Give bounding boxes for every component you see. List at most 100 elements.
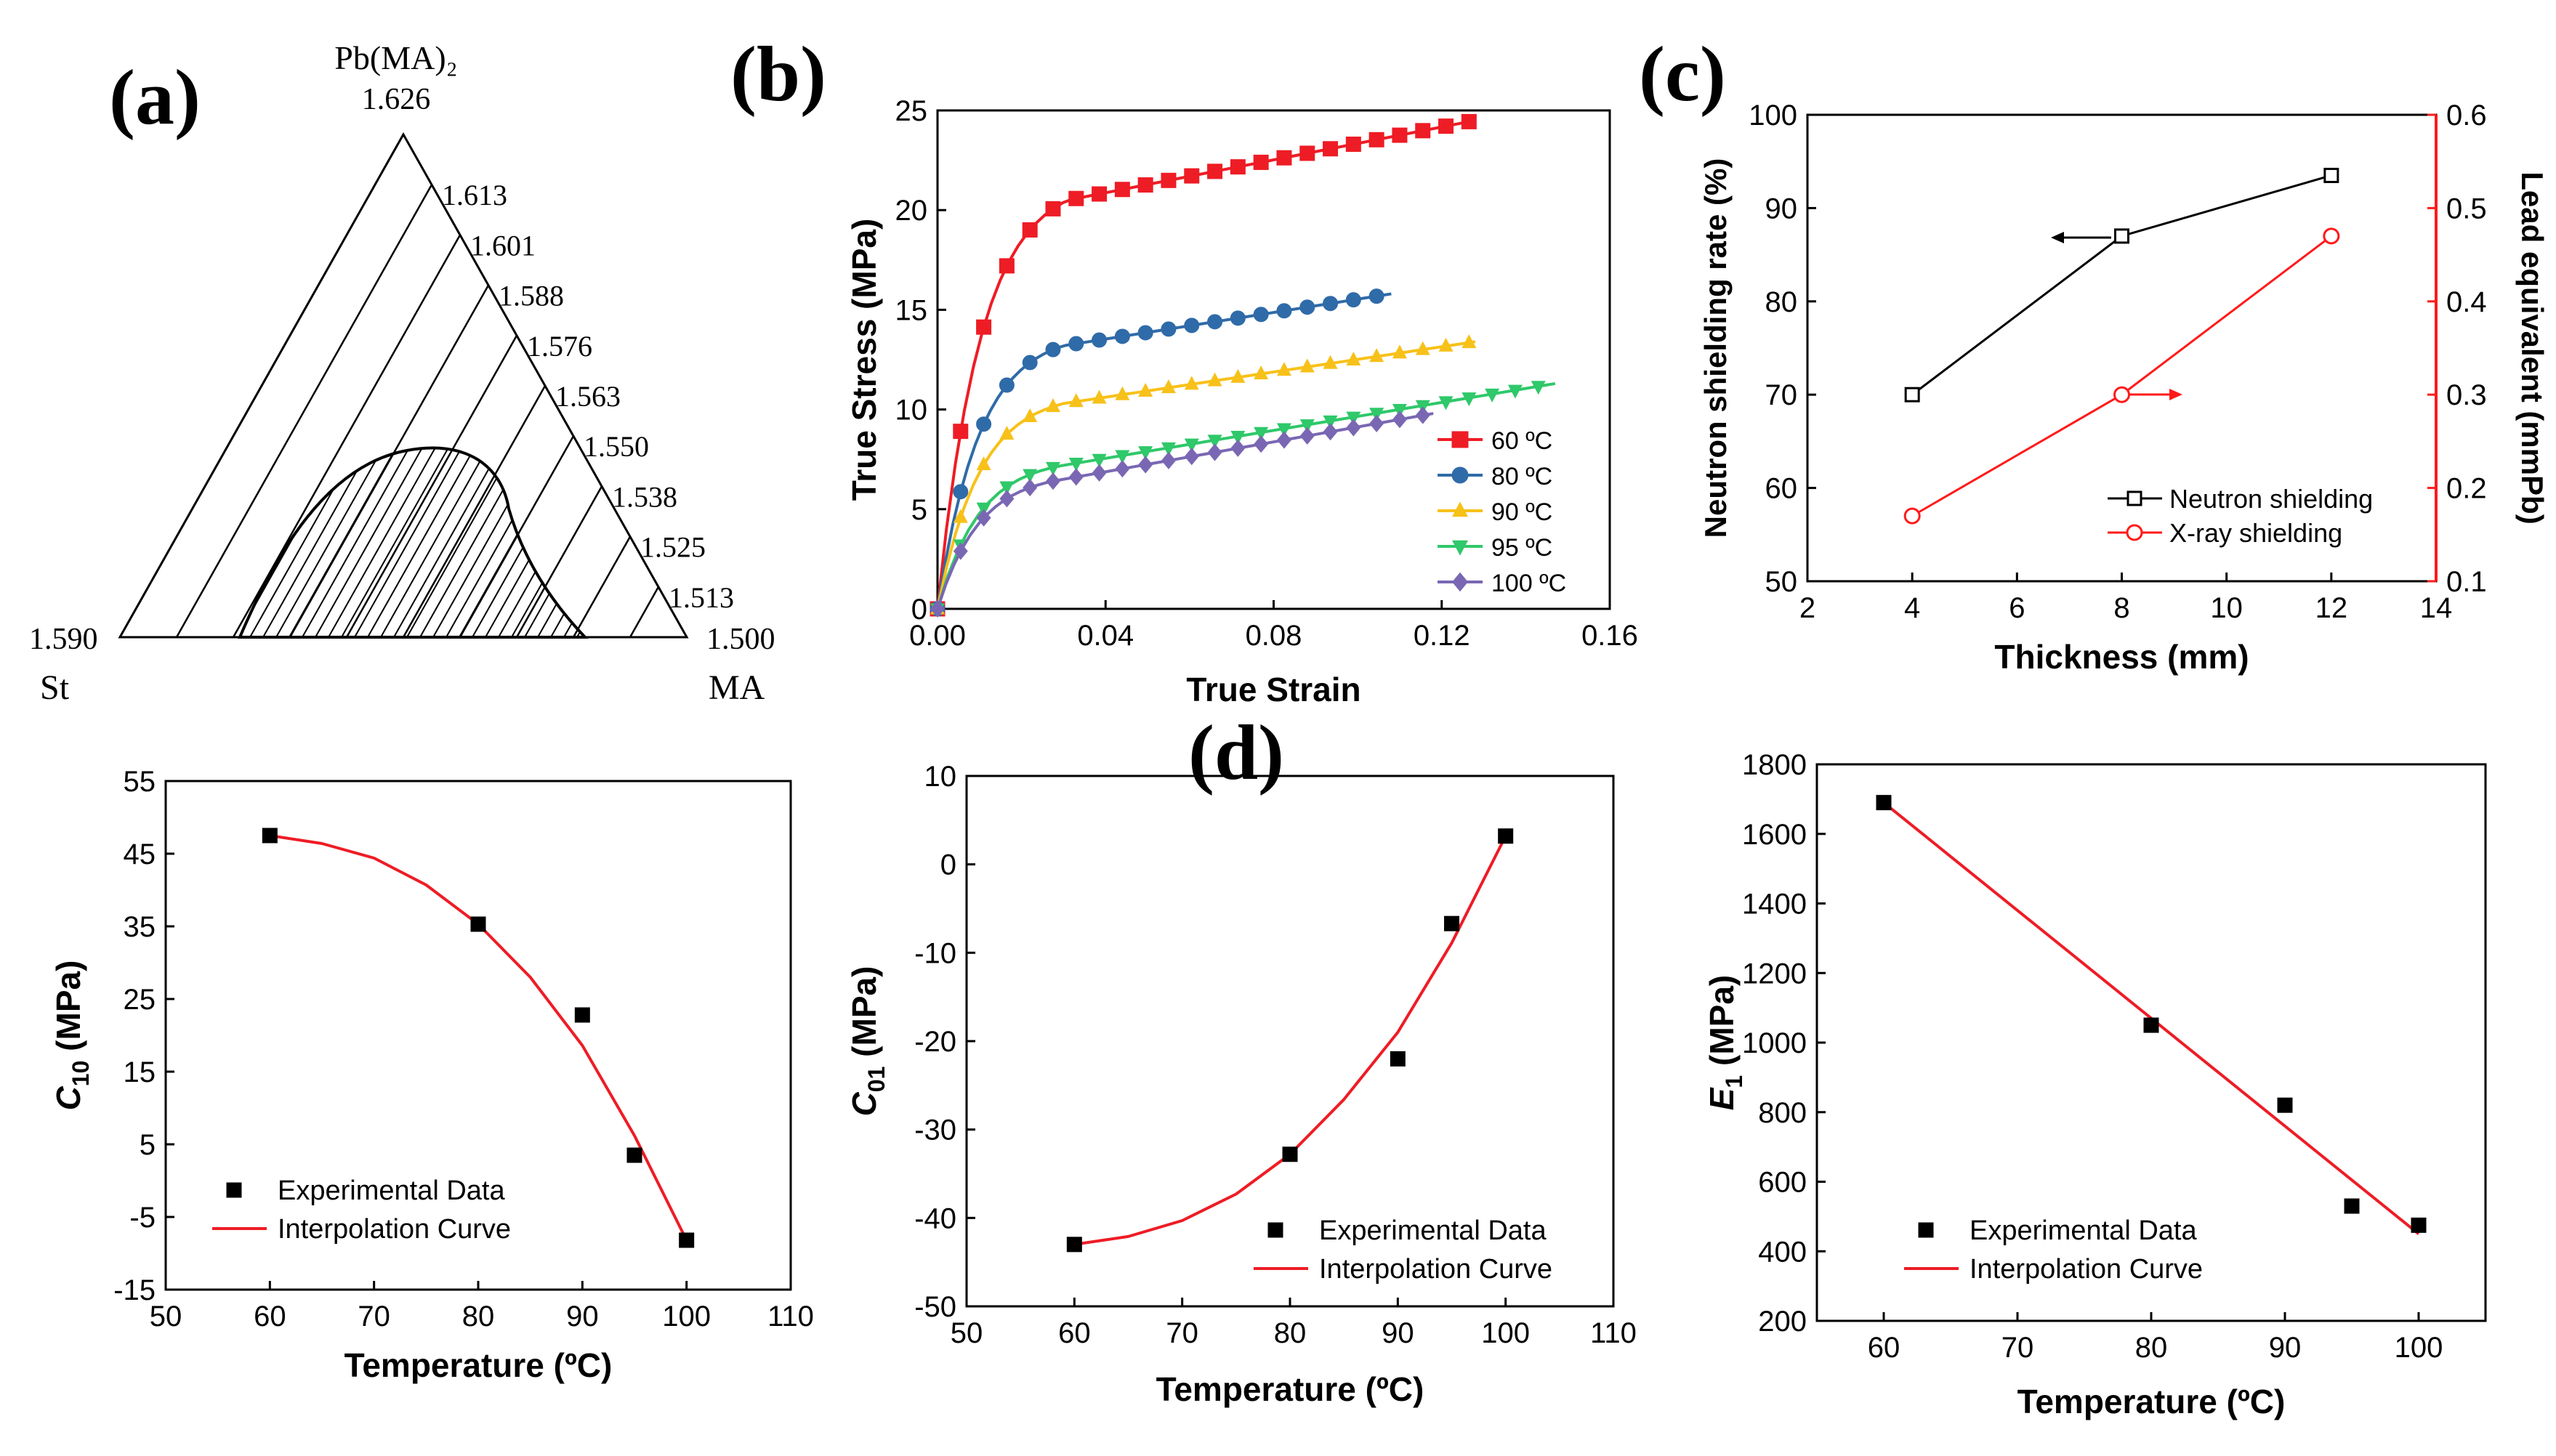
data-point	[1207, 443, 1222, 461]
data-point	[2323, 167, 2339, 183]
legend-label: Experimental Data	[1319, 1216, 1547, 1246]
data-point	[1092, 464, 1107, 482]
data-point	[1323, 141, 1339, 157]
hatch-line	[393, 448, 585, 637]
x-tick-label: 70	[358, 1301, 390, 1332]
data-point	[1323, 296, 1339, 312]
x-tick-label: 70	[2001, 1332, 2034, 1364]
data-point	[1438, 396, 1454, 410]
legend-marker	[1451, 466, 1469, 484]
x-tick-label: 80	[1274, 1317, 1307, 1349]
vertex-top-value: 1.626	[362, 83, 431, 116]
y-tick-label: 45	[124, 838, 156, 870]
y-axis-left-title: Neutron shielding rate (%)	[1698, 158, 1733, 538]
data-point	[1299, 145, 1315, 161]
data-point	[1230, 368, 1246, 383]
data-point	[1161, 379, 1176, 394]
hatch-line	[432, 448, 585, 637]
y-tick-label: 1200	[1742, 958, 1807, 990]
data-point	[1161, 321, 1177, 337]
x-tick-label: 2	[1799, 592, 1815, 624]
y-axis-title-symbol: E	[1703, 1087, 1741, 1110]
data-point	[1415, 123, 1431, 139]
y-tick-label: -5	[129, 1202, 156, 1234]
legend-label: X-ray shielding	[2169, 518, 2342, 548]
data-point	[1392, 127, 1408, 143]
x-tick-label: 100	[1481, 1317, 1530, 1349]
data-point	[930, 600, 945, 618]
data-point	[1323, 355, 1338, 369]
data-point	[1345, 137, 1361, 153]
x-tick-label: 8	[2113, 592, 2129, 624]
y-axis-title-unit: (MPa)	[1703, 975, 1741, 1075]
y-tick-label: 55	[124, 766, 156, 798]
y-tick-label: 1600	[1742, 819, 1807, 851]
data-point	[1022, 222, 1038, 238]
data-point	[1415, 341, 1430, 355]
data-point	[1022, 355, 1038, 371]
data-point	[1023, 408, 1038, 423]
y-right-tick-label: 0.5	[2446, 193, 2487, 225]
data-point	[1254, 435, 1269, 453]
data-point	[1346, 351, 1361, 365]
legend-label: Neutron shielding	[2169, 484, 2373, 514]
vertex-left-value: 1.590	[29, 623, 98, 656]
data-point	[999, 481, 1015, 496]
y-axis-title: C01 (MPa)	[845, 966, 890, 1117]
data-point	[1161, 172, 1177, 188]
y-tick-label: -20	[914, 1026, 956, 1058]
interpolation-curve	[1074, 835, 1507, 1246]
legend-marker	[226, 1182, 242, 1198]
experimental-point	[1282, 1146, 1298, 1162]
data-point	[1485, 388, 1500, 403]
x-tick-label: 110	[767, 1301, 814, 1332]
data-point	[976, 456, 991, 471]
hatch-line	[289, 448, 573, 637]
legend-marker	[1451, 431, 1469, 448]
data-point	[1299, 419, 1315, 434]
x-axis-title: Temperature (ºC)	[1156, 1370, 1424, 1408]
x-tick-label: 60	[1868, 1332, 1900, 1364]
y-tick-label: 800	[1758, 1097, 1807, 1129]
data-point	[1254, 426, 1269, 441]
data-point	[1137, 177, 1153, 193]
x-tick-label: 100	[662, 1301, 711, 1332]
x-tick-label: 0.00	[909, 620, 966, 652]
data-point	[1230, 159, 1246, 175]
data-point	[1462, 334, 1477, 349]
x-tick-label: 50	[150, 1301, 182, 1332]
y-tick-label: 15	[124, 1056, 156, 1088]
data-point	[1276, 303, 1292, 319]
x-tick-label: 110	[1590, 1317, 1637, 1349]
data-point	[1138, 446, 1153, 461]
data-point	[953, 424, 969, 440]
legend-label: Interpolation Curve	[1970, 1254, 2203, 1285]
legend-marker	[1267, 1222, 1283, 1238]
data-point	[1392, 344, 1407, 359]
hatch-line	[406, 448, 585, 637]
data-point	[1254, 365, 1269, 380]
data-point	[1323, 423, 1338, 441]
plot-frame	[164, 780, 792, 1291]
data-point	[1184, 448, 1199, 466]
data-point	[953, 509, 968, 523]
y-axis-title-symbol: C	[49, 1085, 87, 1110]
y-tick-label: 5	[140, 1129, 156, 1161]
y-tick-label: 0	[911, 594, 927, 626]
y-right-tick-label: 0.1	[2446, 566, 2487, 598]
panel-label-b: (b)	[730, 31, 826, 118]
hatch-line	[240, 448, 456, 637]
contour-label: 1.563	[555, 380, 621, 413]
x-tick-label: 0.12	[1414, 620, 1470, 652]
series-4: 100 ºC	[930, 406, 1566, 618]
experimental-point	[574, 1007, 590, 1023]
panel-c-shielding-chart: 2 4 6 8 10 12 14 50 60 70 80 90 100 0.1 0.2 0.3 0.4 0.5 0.…	[1698, 100, 2549, 676]
contour-line	[572, 535, 632, 638]
y-axis-right-title: Lead equivalent (mmPb)	[2515, 171, 2549, 524]
hatch-line	[459, 448, 585, 637]
legend-label: 90 ºC	[1491, 498, 1552, 526]
vertex-left-label: St	[40, 668, 70, 707]
y-axis-title: C10 (MPa)	[49, 960, 94, 1111]
blob-hatching	[240, 448, 585, 637]
